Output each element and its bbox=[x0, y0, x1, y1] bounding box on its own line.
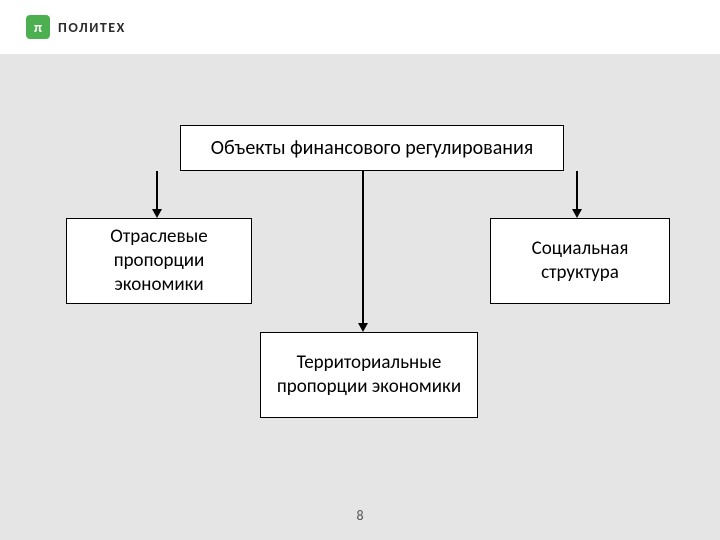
logo-icon: π bbox=[26, 15, 50, 39]
logo-text: ПОЛИТЕХ bbox=[58, 19, 126, 36]
diagram-node-child1: Отраслевые пропорции экономики bbox=[66, 218, 252, 304]
arrow-head-icon bbox=[152, 209, 162, 218]
arrow-line bbox=[156, 171, 158, 209]
diagram-node-child2: Территориальные пропорции экономики bbox=[260, 332, 478, 418]
page-number: 8 bbox=[0, 507, 720, 524]
header: π ПОЛИТЕХ bbox=[0, 0, 720, 54]
diagram-node-root: Объекты финансового регулирования bbox=[180, 125, 564, 171]
arrow-line bbox=[576, 171, 578, 209]
diagram-node-child3: Социальная структура bbox=[490, 218, 670, 304]
logo-symbol: π bbox=[34, 19, 42, 36]
arrow-head-icon bbox=[358, 323, 368, 332]
arrow-line bbox=[362, 171, 364, 323]
arrow-head-icon bbox=[572, 209, 582, 218]
